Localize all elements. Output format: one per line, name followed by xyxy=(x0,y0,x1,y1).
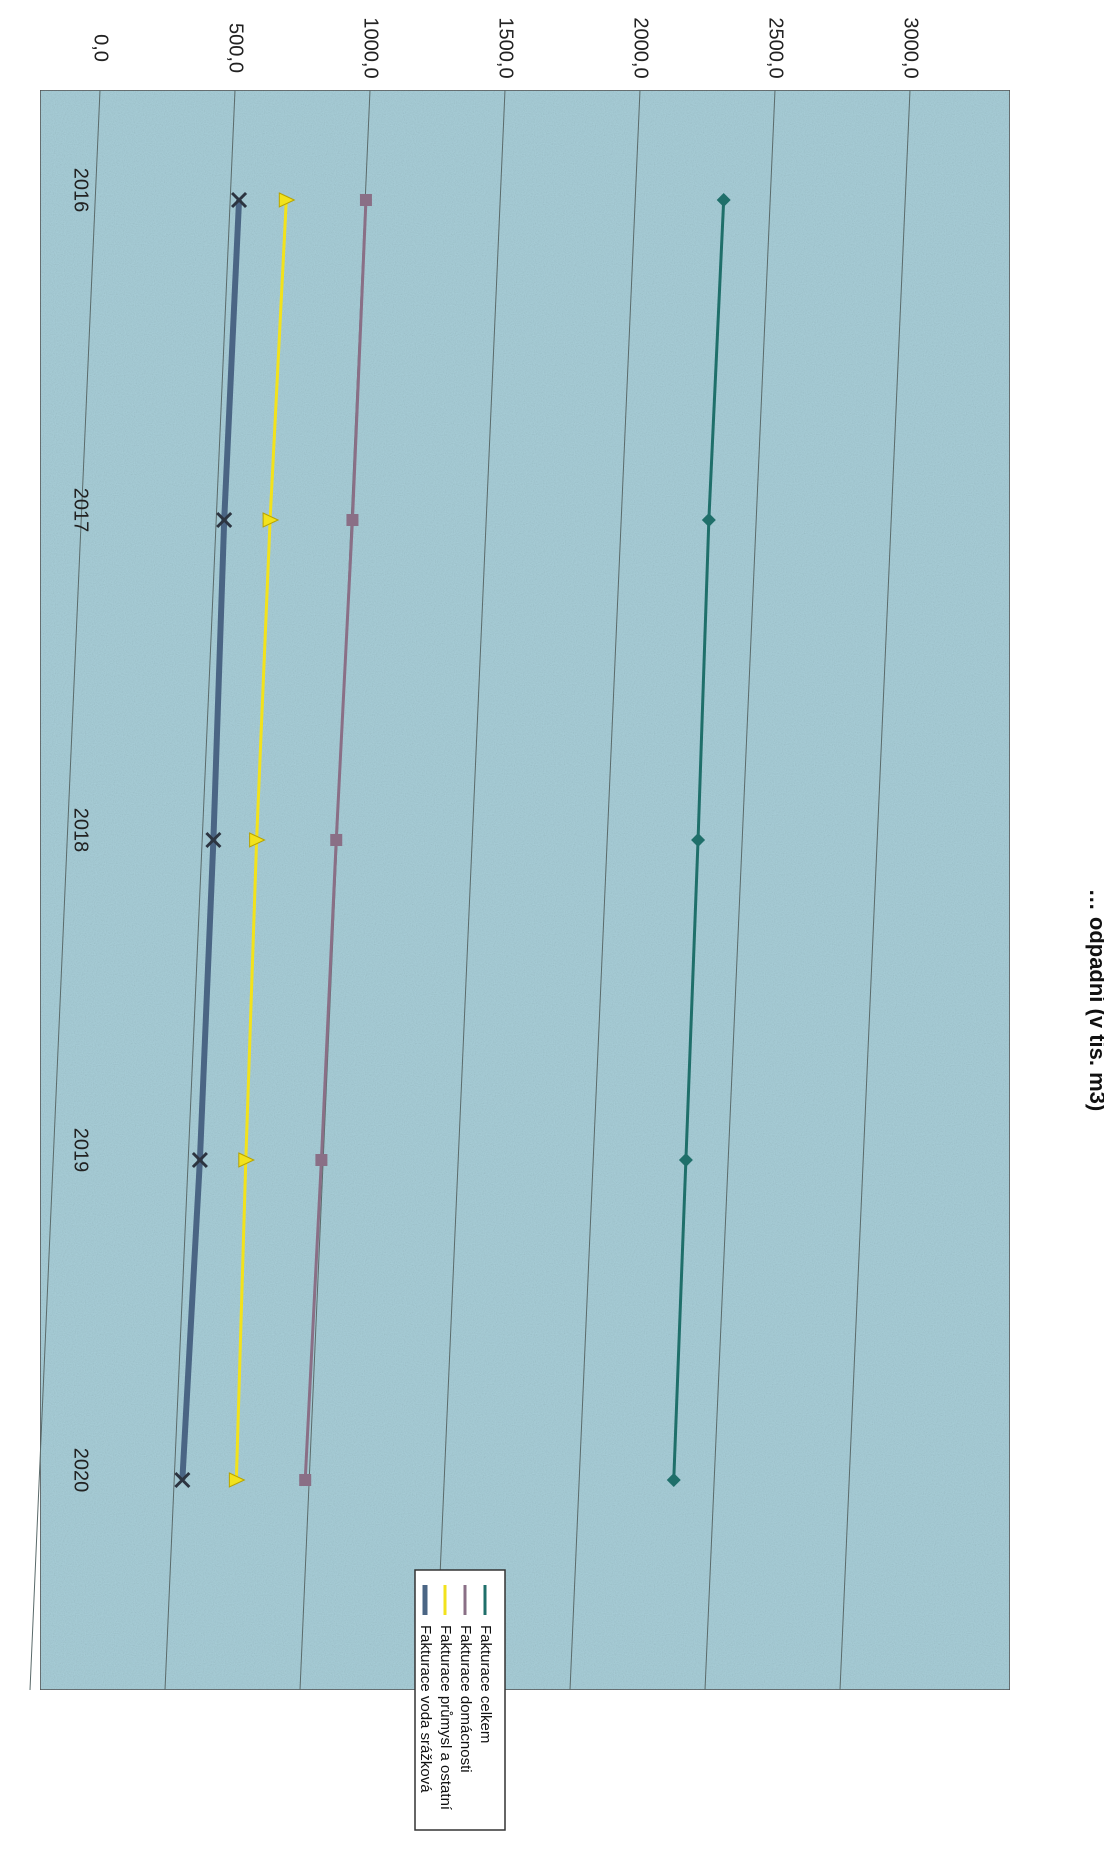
data-point xyxy=(228,1472,246,1488)
x-tick-label: 2019 xyxy=(70,1128,92,1173)
series-layer xyxy=(174,191,731,1489)
data-point xyxy=(716,193,731,207)
data-point xyxy=(359,194,372,206)
data-point xyxy=(262,512,280,528)
data-point xyxy=(299,1474,312,1486)
y-tick-label: 2500,0 xyxy=(765,17,787,78)
legend-label: Fakturace voda srážková xyxy=(417,1625,434,1793)
y-tick-label: 0,0 xyxy=(90,34,112,62)
axis-ticks: 0,0 500,0 1000,0 1500,0 2000,0 2500,0 3000,0 20… xyxy=(70,17,922,1492)
data-point xyxy=(691,833,706,847)
data-point xyxy=(678,1153,693,1167)
legend-label: Fakturace celkem xyxy=(477,1625,494,1743)
gridline xyxy=(839,89,911,1691)
y-tick-label: 2000,0 xyxy=(630,17,652,78)
legend-label: Fakturace průmysl a ostatní xyxy=(437,1625,454,1811)
x-tick-label: 2018 xyxy=(70,808,92,853)
chart-title: … odpadní (v tis. m3) xyxy=(1085,889,1104,1111)
gridline xyxy=(434,89,506,1691)
y-tick-label: 3000,0 xyxy=(900,17,922,78)
plot-area xyxy=(39,89,1011,1691)
data-point xyxy=(330,834,343,846)
legend-label: Fakturace domácnosti xyxy=(457,1625,474,1773)
legend-box xyxy=(414,1569,506,1831)
gridlines xyxy=(29,89,911,1691)
data-point xyxy=(205,831,222,849)
gridline xyxy=(29,89,101,1691)
gridline xyxy=(164,89,236,1691)
data-point xyxy=(249,832,266,848)
y-tick-label: 1000,0 xyxy=(360,17,382,78)
data-point xyxy=(174,1471,191,1489)
data-point xyxy=(216,511,233,529)
gridline xyxy=(704,89,776,1691)
data-point xyxy=(278,192,296,208)
y-tick-label: 500,0 xyxy=(225,23,247,73)
data-point xyxy=(346,514,359,526)
data-point xyxy=(191,1151,208,1169)
x-tick-label: 2020 xyxy=(70,1448,92,1493)
data-point xyxy=(230,191,248,209)
data-point xyxy=(666,1473,681,1487)
x-tick-label: 2017 xyxy=(70,488,92,533)
y-tick-label: 1500,0 xyxy=(495,17,517,78)
gridline xyxy=(569,89,641,1691)
data-point xyxy=(701,513,716,527)
data-point xyxy=(315,1154,328,1166)
data-point xyxy=(238,1152,255,1168)
x-tick-label: 2016 xyxy=(70,168,92,213)
